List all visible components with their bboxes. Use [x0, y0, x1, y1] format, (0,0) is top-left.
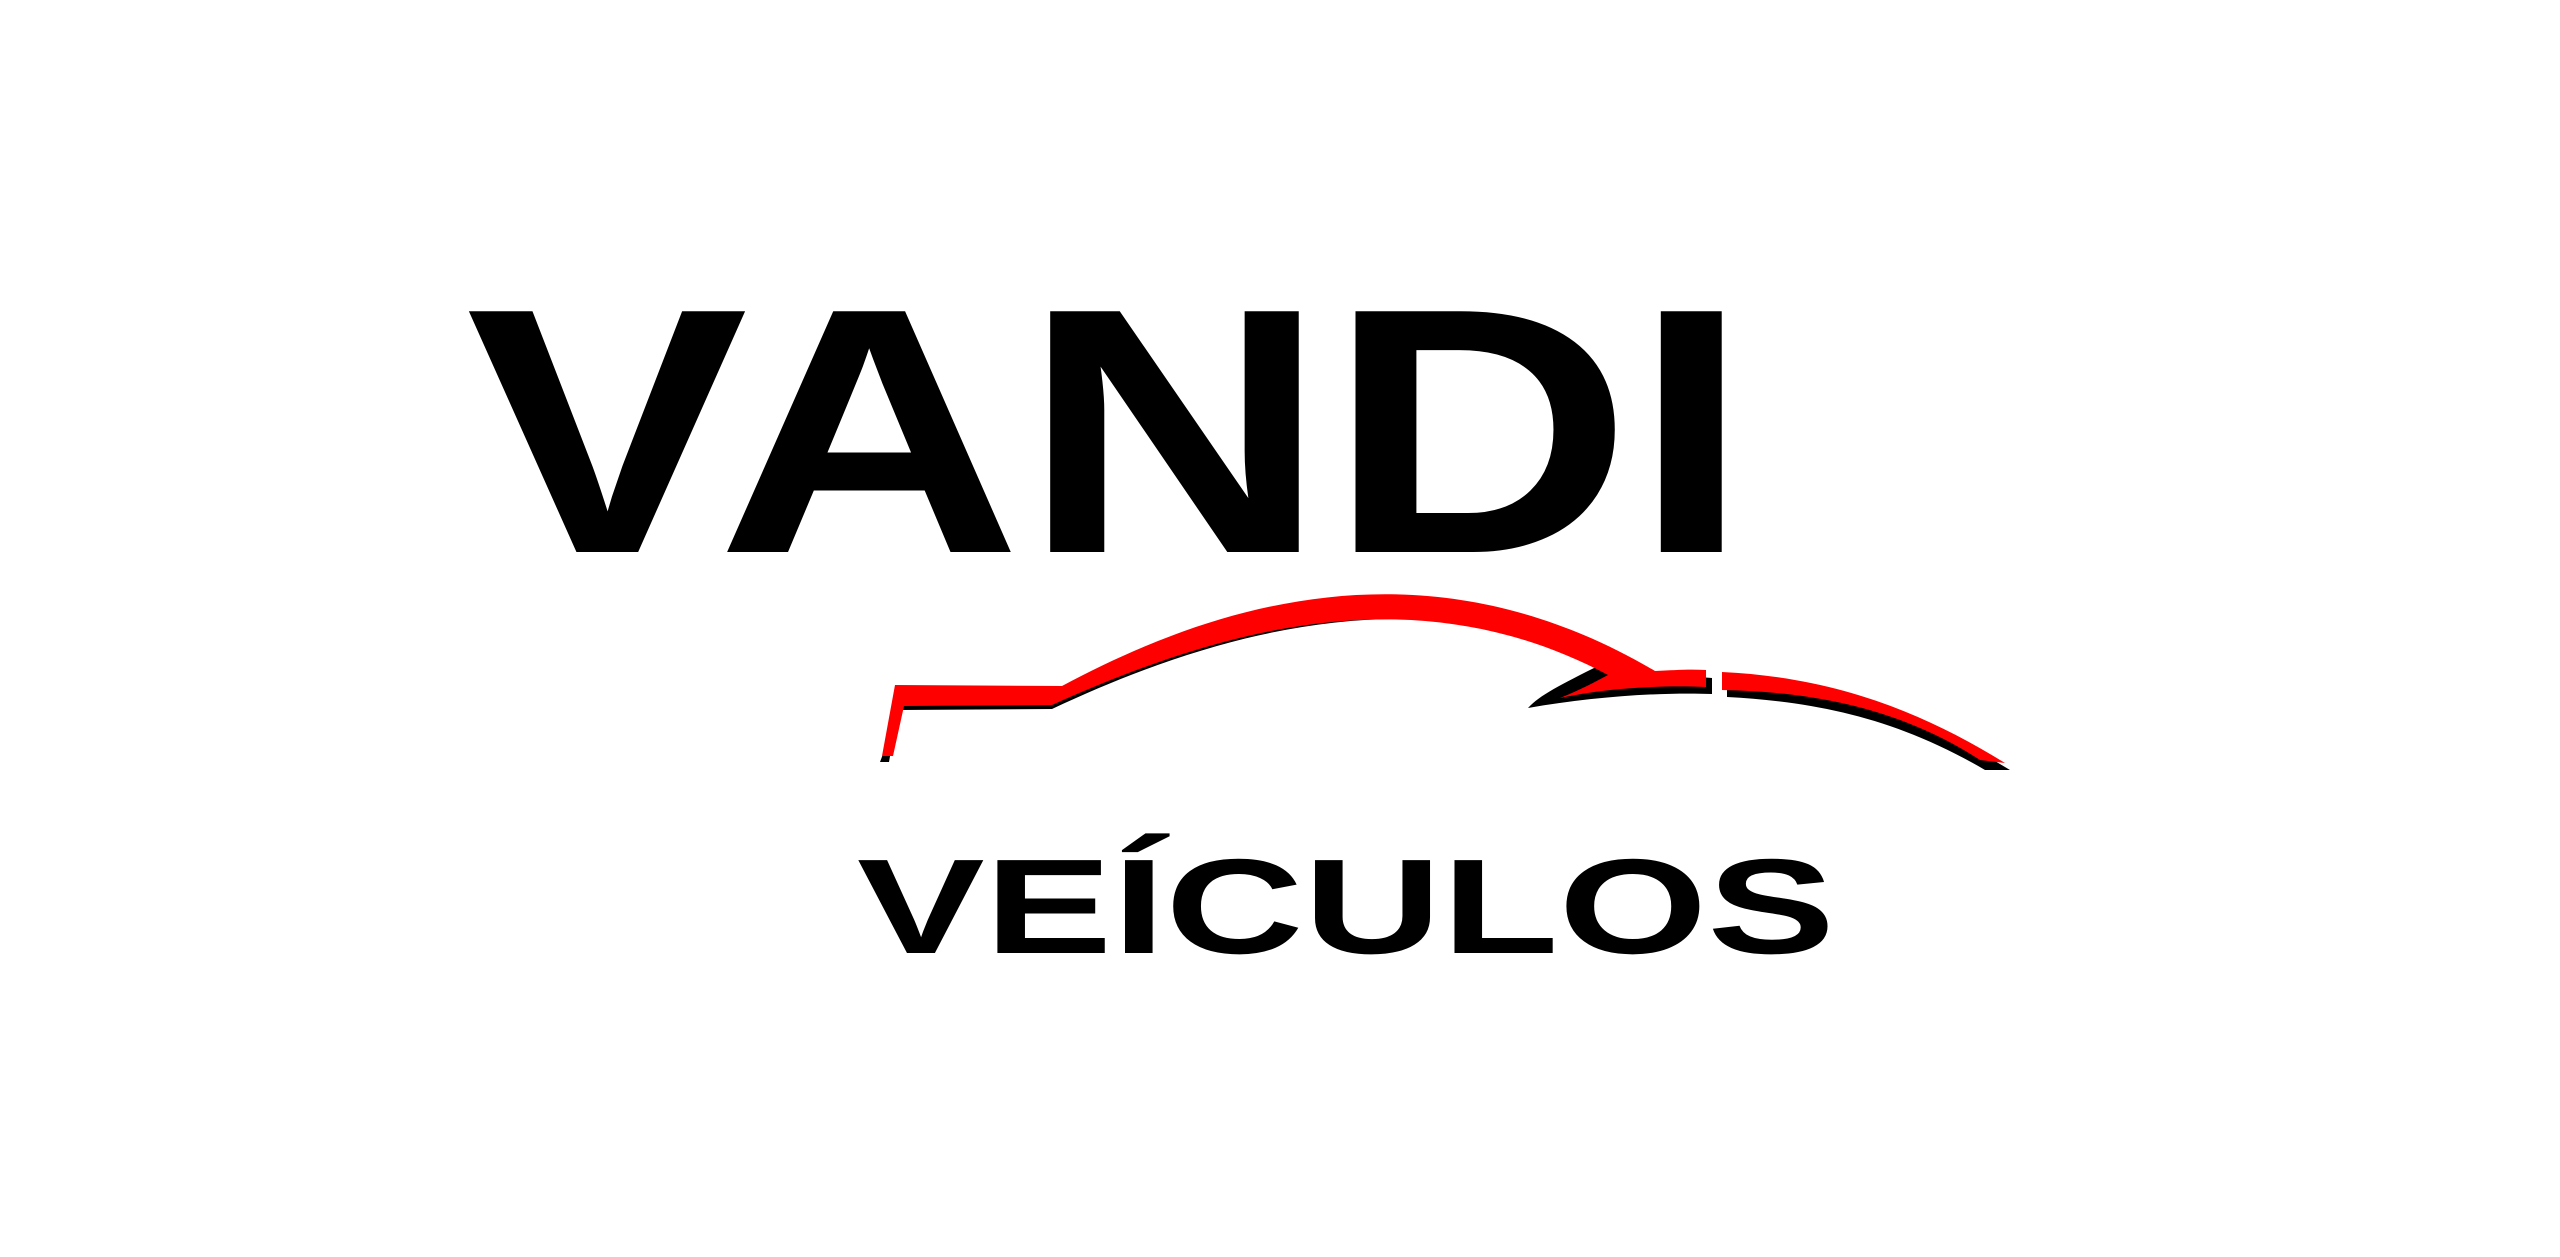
swoosh-shadow-front	[1727, 679, 2010, 770]
brand-name-text: VANDI	[466, 236, 1750, 627]
swoosh-shadow-rear	[880, 606, 1712, 762]
brand-tagline-text: VEÍCULOS	[857, 831, 1835, 982]
swoosh-red-rear	[882, 594, 1706, 756]
swoosh-red-front	[1722, 672, 2005, 763]
car-silhouette-swoosh-icon	[880, 594, 2010, 770]
